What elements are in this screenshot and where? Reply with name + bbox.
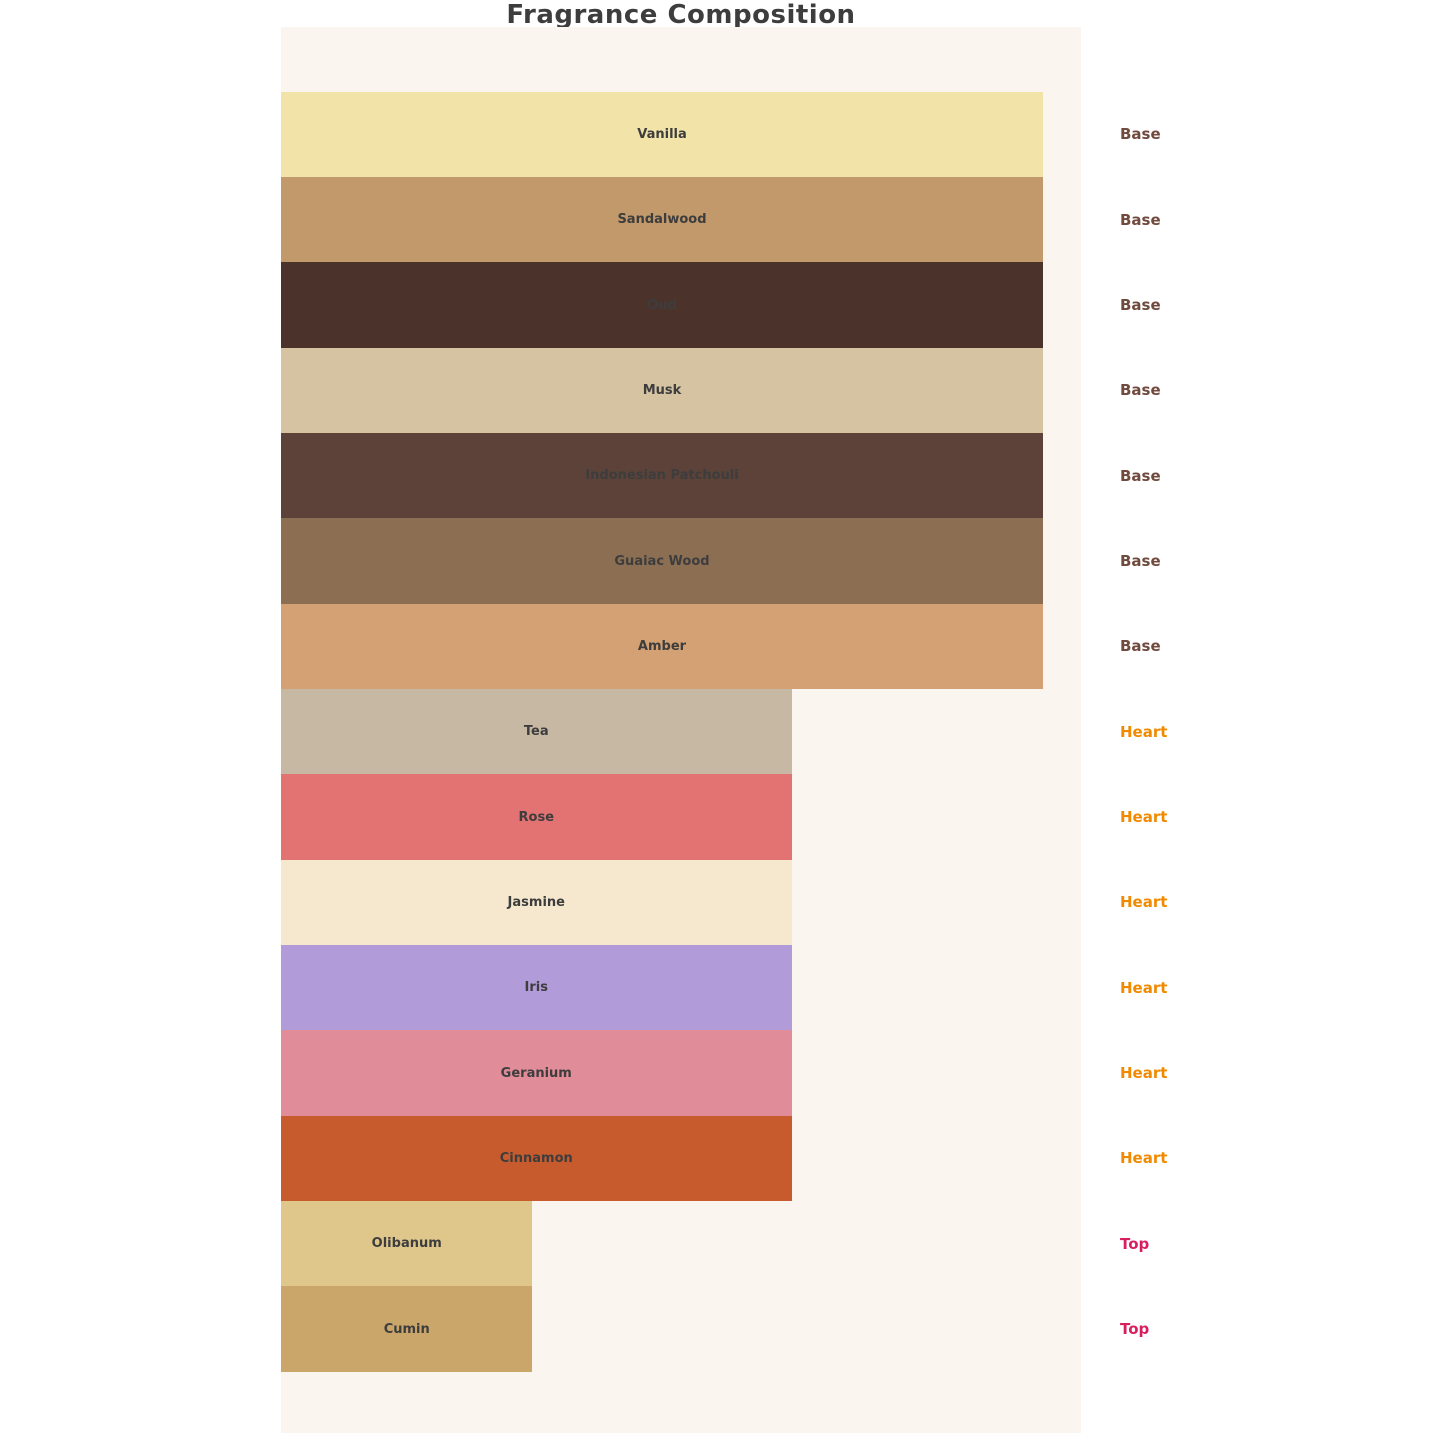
bar-rose: Rose	[281, 774, 792, 860]
group-label-top: Top	[1120, 1320, 1150, 1339]
group-label-heart: Heart	[1120, 1149, 1168, 1168]
bar-iris: Iris	[281, 945, 792, 1031]
bar-label-vanilla: Vanilla	[637, 126, 687, 142]
bar-label-olibanum: Olibanum	[371, 1236, 442, 1252]
group-label-base: Base	[1120, 466, 1161, 485]
bar-label-oud: Oud	[647, 297, 677, 313]
bar-tea: Tea	[281, 689, 792, 775]
bar-label-geranium: Geranium	[500, 1065, 572, 1081]
bar-cinnamon: Cinnamon	[281, 1115, 792, 1202]
group-label-top: Top	[1120, 1234, 1150, 1253]
group-label-base: Base	[1120, 552, 1161, 571]
bar-label-guaiac-wood: Guaiac Wood	[614, 553, 710, 569]
bar-cumin: Cumin	[281, 1286, 533, 1372]
bar-label-musk: Musk	[642, 382, 682, 398]
bar-oud: Oud	[281, 262, 1043, 348]
chart-title: Fragrance Composition	[506, 0, 856, 30]
bar-geranium: Geranium	[281, 1030, 792, 1116]
bar-sandalwood: Sandalwood	[281, 177, 1043, 263]
bar-label-cumin: Cumin	[383, 1321, 430, 1337]
bar-vanilla: Vanilla	[281, 91, 1043, 178]
bar-label-amber: Amber	[637, 638, 687, 654]
bar-musk: Musk	[281, 347, 1043, 434]
group-label-base: Base	[1120, 296, 1161, 315]
bar-label-cinnamon: Cinnamon	[499, 1150, 573, 1166]
bar-label-rose: Rose	[518, 809, 555, 825]
group-label-base: Base	[1120, 210, 1161, 229]
group-label-base: Base	[1120, 637, 1161, 656]
group-label-base: Base	[1120, 381, 1161, 400]
bar-label-jasmine: Jasmine	[507, 894, 565, 910]
group-label-base: Base	[1120, 125, 1161, 144]
group-label-heart: Heart	[1120, 722, 1168, 741]
bar-indonesian-patchouli: Indonesian Patchouli	[281, 433, 1043, 519]
bar-olibanum: Olibanum	[281, 1201, 533, 1287]
bar-label-tea: Tea	[523, 724, 549, 740]
bar-jasmine: Jasmine	[281, 859, 792, 946]
group-label-heart: Heart	[1120, 893, 1168, 912]
bar-label-sandalwood: Sandalwood	[617, 212, 707, 228]
bar-guaiac-wood: Guaiac Wood	[281, 518, 1043, 604]
bar-amber: Amber	[281, 603, 1043, 690]
group-label-heart: Heart	[1120, 1064, 1168, 1083]
bar-label-indonesian-patchouli: Indonesian Patchouli	[585, 468, 739, 484]
group-label-heart: Heart	[1120, 808, 1168, 827]
group-label-heart: Heart	[1120, 978, 1168, 997]
bar-label-iris: Iris	[524, 980, 548, 996]
